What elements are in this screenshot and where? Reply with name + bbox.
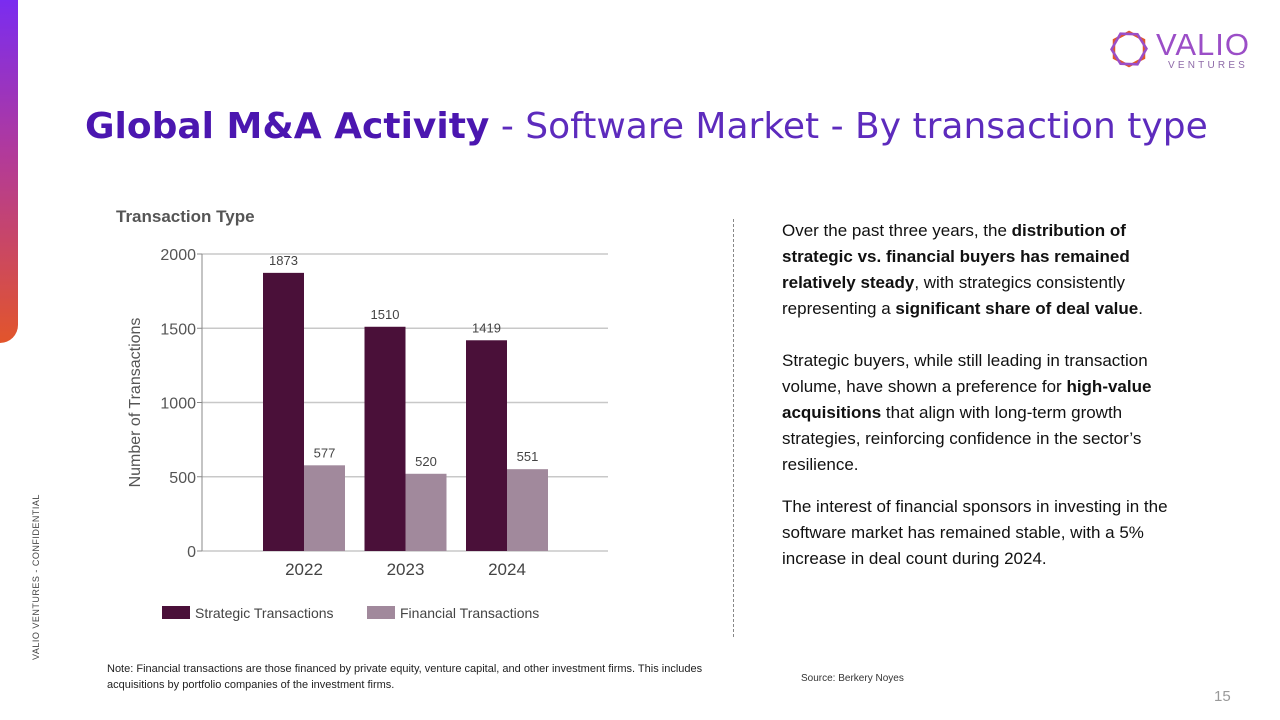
page-title-rest: - Software Market - By transaction type (489, 106, 1208, 147)
hexagon-logo-icon (1110, 30, 1148, 68)
x-tick-label: 2023 (387, 560, 425, 579)
commentary-paragraph-1: Over the past three years, the distribut… (782, 221, 1143, 318)
page-title-bold: Global M&A Activity (85, 106, 490, 147)
bar-strategic-transactions-2023 (364, 326, 406, 551)
page-title: Global M&A Activity - Software Market - … (85, 106, 1208, 147)
legend-label: Financial Transactions (400, 605, 539, 621)
x-tick-label: 2022 (285, 560, 323, 579)
data-label: 551 (517, 449, 539, 464)
bar-strategic-transactions-2024 (466, 340, 507, 551)
bar-financial-transactions-2024 (507, 469, 548, 551)
legend-label: Strategic Transactions (195, 605, 334, 621)
bar-financial-transactions-2022 (304, 465, 345, 551)
footnote: Note: Financial transactions are those f… (107, 663, 703, 691)
commentary-paragraph-2: Strategic buyers, while still leading in… (782, 351, 1152, 474)
y-tick-label: 1000 (160, 396, 196, 413)
y-tick-label: 0 (187, 544, 196, 561)
logo-wordmark: VALIO (1156, 27, 1251, 62)
confidential-label: VALIO VENTURES - CONFIDENTIAL (31, 494, 41, 660)
legend-swatch (367, 606, 395, 619)
data-label: 1510 (371, 307, 400, 322)
y-tick-label: 2000 (160, 247, 196, 264)
accent-bar (0, 0, 18, 343)
y-tick-label: 1500 (160, 321, 196, 338)
commentary: Over the past three years, the distribut… (782, 218, 1182, 572)
valio-logo: VALIO VENTURES (1106, 28, 1251, 72)
page-number: 15 (1214, 688, 1231, 705)
bar-strategic-transactions-2022 (263, 272, 304, 551)
y-axis-label: Number of Transactions (127, 318, 144, 488)
transaction-type-chart: Transaction Type 0 500 1000 1500 2000 Number o… (116, 207, 608, 621)
column-divider (733, 219, 734, 637)
x-tick-label: 2024 (488, 560, 526, 579)
source-note: Source: Berkery Noyes (801, 673, 904, 684)
data-label: 1419 (472, 320, 501, 335)
data-label: 1873 (269, 253, 298, 268)
bar-financial-transactions-2023 (405, 473, 447, 551)
logo-subtitle: VENTURES (1168, 60, 1249, 71)
data-label: 577 (314, 445, 336, 460)
commentary-paragraph-3: The interest of financial sponsors in in… (782, 497, 1168, 568)
chart-title: Transaction Type (116, 207, 255, 226)
y-tick-label: 500 (169, 470, 196, 487)
data-label: 520 (415, 454, 437, 469)
legend-swatch (162, 606, 190, 619)
